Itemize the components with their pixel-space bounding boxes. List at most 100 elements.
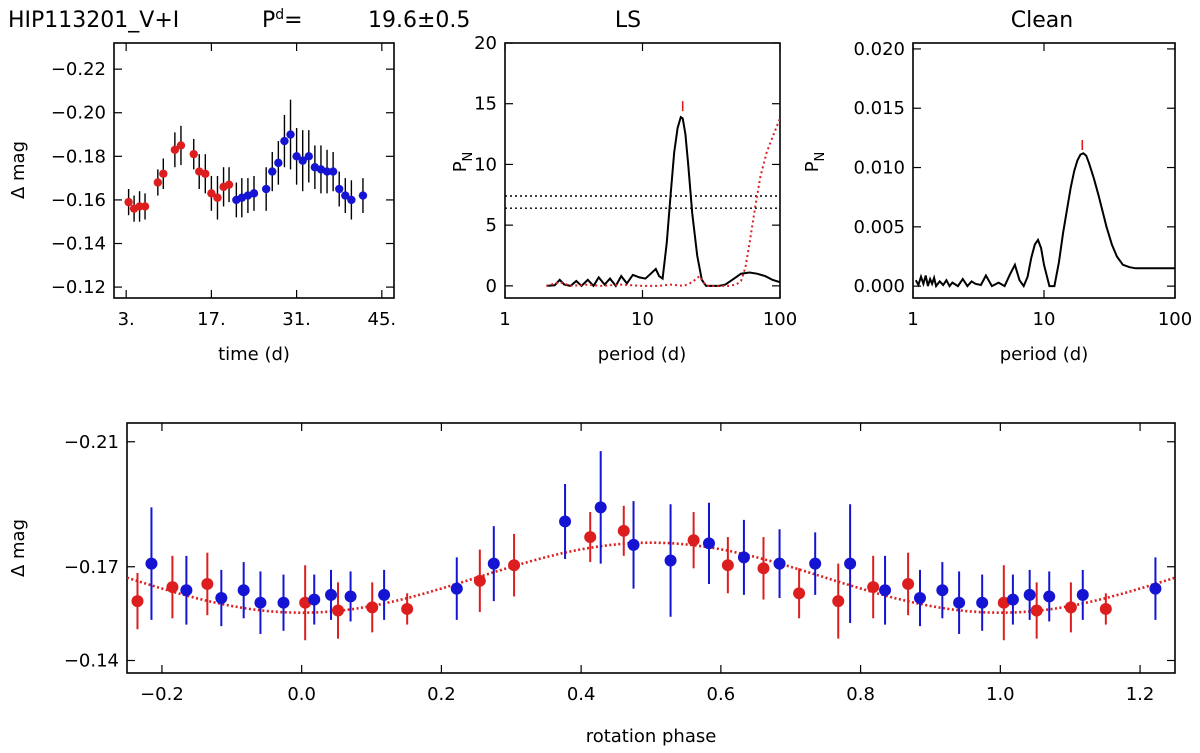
period-label: Pd= — [262, 7, 303, 33]
lightcurve-ytick-label: −0.22 — [51, 59, 106, 80]
phase-red-point — [902, 577, 915, 590]
phase-blue-point — [1149, 582, 1162, 595]
phase-red-point — [617, 524, 630, 537]
clean-ytick-label: 0.005 — [853, 217, 905, 238]
lightcurve-blue-point — [335, 184, 344, 194]
phase-xtick-label: 1.0 — [986, 684, 1015, 705]
ls-ytick-label: 0 — [486, 276, 497, 297]
period-equals: = — [284, 8, 302, 33]
lightcurve-red-point — [189, 149, 198, 159]
phase-xtick-label: 0.6 — [707, 684, 736, 705]
phase-red-point — [832, 595, 845, 608]
phase-xtick-label: −0.2 — [140, 684, 184, 705]
phase-red-point — [1064, 601, 1077, 614]
phase-blue-point — [308, 593, 321, 606]
ls-xtick-label: 10 — [631, 309, 654, 330]
phase-blue-point — [378, 588, 391, 601]
lightcurve-ytick-label: −0.20 — [51, 103, 106, 124]
phase-red-point — [867, 581, 880, 594]
lightcurve-blue-point — [358, 191, 368, 200]
clean-xtick-label: 1 — [907, 309, 918, 330]
phase-blue-point — [1043, 590, 1056, 603]
clean-panel: 1 10 100 0.000 0.005 0.010 0.015 0.020 — [853, 39, 1192, 330]
phase-xtick-label: 0.4 — [567, 684, 596, 705]
lightcurve-frame — [113, 42, 395, 299]
clean-ytick-label: 0.015 — [853, 98, 905, 119]
clean-title: Clean — [1011, 8, 1073, 33]
phase-blue-point — [1076, 588, 1089, 601]
clean-clean-power-line — [914, 152, 1175, 289]
phase-red-point — [721, 559, 734, 572]
lightcurve-blue-point — [341, 191, 350, 200]
phase-blue-point — [809, 557, 822, 570]
phase-blue-point — [773, 557, 786, 570]
phase-blue-point — [325, 588, 338, 601]
lightcurve-ytick-label: −0.18 — [51, 146, 106, 167]
lightcurve-red-point — [224, 180, 234, 189]
lightcurve-blue-point — [268, 167, 277, 176]
phase-blue-point — [737, 551, 750, 564]
phase-panel: −0.2 0.0 0.2 0.4 0.6 0.8 1.0 1.2 −0.14 −0.17 −0.21 — [64, 422, 1176, 705]
phase-blue-point — [215, 592, 228, 604]
lightcurve-red-point — [159, 169, 168, 178]
phase-blue-point — [450, 582, 463, 595]
period-value: 19.6±0.5 — [368, 8, 470, 33]
phase-blue-point — [1023, 588, 1036, 601]
lightcurve-red-point — [207, 189, 216, 198]
phase-blue-point — [594, 501, 607, 514]
phase-blue-point — [936, 584, 949, 597]
lightcurve-blue-point — [298, 156, 307, 165]
phase-blue-point — [277, 596, 290, 609]
star-name: HIP113201_V+I — [8, 8, 179, 33]
phase-red-point — [166, 581, 179, 594]
lightcurve-xtick-label: 31. — [282, 309, 311, 330]
clean-ylabel-sub: N — [813, 152, 828, 162]
phase-red-point — [131, 595, 144, 608]
ls-ytick-label: 10 — [474, 154, 497, 175]
ls-ylabel-sub: N — [461, 152, 476, 162]
phase-blue-point — [913, 592, 926, 604]
phase-blue-point — [344, 590, 357, 603]
period-superscript: d — [275, 7, 284, 23]
period-symbol: P — [262, 8, 275, 33]
phase-xtick-label: 0.0 — [287, 684, 316, 705]
phase-red-point — [473, 574, 486, 587]
ls-window-line — [546, 117, 780, 287]
lightcurve-blue-point — [292, 152, 301, 161]
phase-blue-point — [254, 596, 267, 609]
lightcurve-xlabel: time (d) — [218, 344, 290, 365]
ls-ylabel-main: P — [450, 161, 471, 172]
phase-blue-point — [627, 538, 640, 551]
phase-red-point — [508, 559, 521, 572]
lightcurve-ytick-label: −0.12 — [51, 277, 106, 298]
phase-blue-point — [702, 537, 715, 550]
clean-ylabel-main: P — [802, 161, 823, 172]
ls-xtick-label: 100 — [763, 309, 797, 330]
phase-marks — [127, 451, 1175, 641]
lightcurve-blue-point — [249, 189, 259, 198]
phase-red-point — [201, 577, 214, 590]
phase-red-point — [757, 562, 770, 575]
lightcurve-red-point — [153, 178, 163, 187]
ls-frame — [504, 42, 781, 299]
phase-ytick-label: −0.14 — [64, 651, 119, 672]
lightcurve-xtick-label: 45. — [368, 309, 397, 330]
clean-ylabel: PN — [802, 152, 828, 173]
phase-blue-point — [953, 596, 966, 609]
phase-red-point — [793, 587, 806, 600]
lightcurve-ytick-label: −0.16 — [51, 190, 106, 211]
phase-red-point — [1030, 604, 1043, 617]
phase-red-point — [366, 601, 379, 614]
phase-red-point — [331, 604, 344, 617]
phase-red-point — [997, 596, 1010, 609]
lightcurve-red-point — [170, 145, 180, 154]
phase-blue-point — [879, 584, 892, 597]
lightcurve-red-point — [213, 193, 222, 202]
clean-xtick-label: 10 — [1033, 309, 1056, 330]
lightcurve-blue-point — [261, 184, 271, 194]
lightcurve-blue-point — [347, 195, 356, 205]
ls-xlabel: period (d) — [598, 344, 687, 365]
phase-xtick-label: 1.2 — [1126, 684, 1155, 705]
ls-power-line — [546, 115, 780, 288]
lightcurve-blue-point — [280, 136, 289, 146]
